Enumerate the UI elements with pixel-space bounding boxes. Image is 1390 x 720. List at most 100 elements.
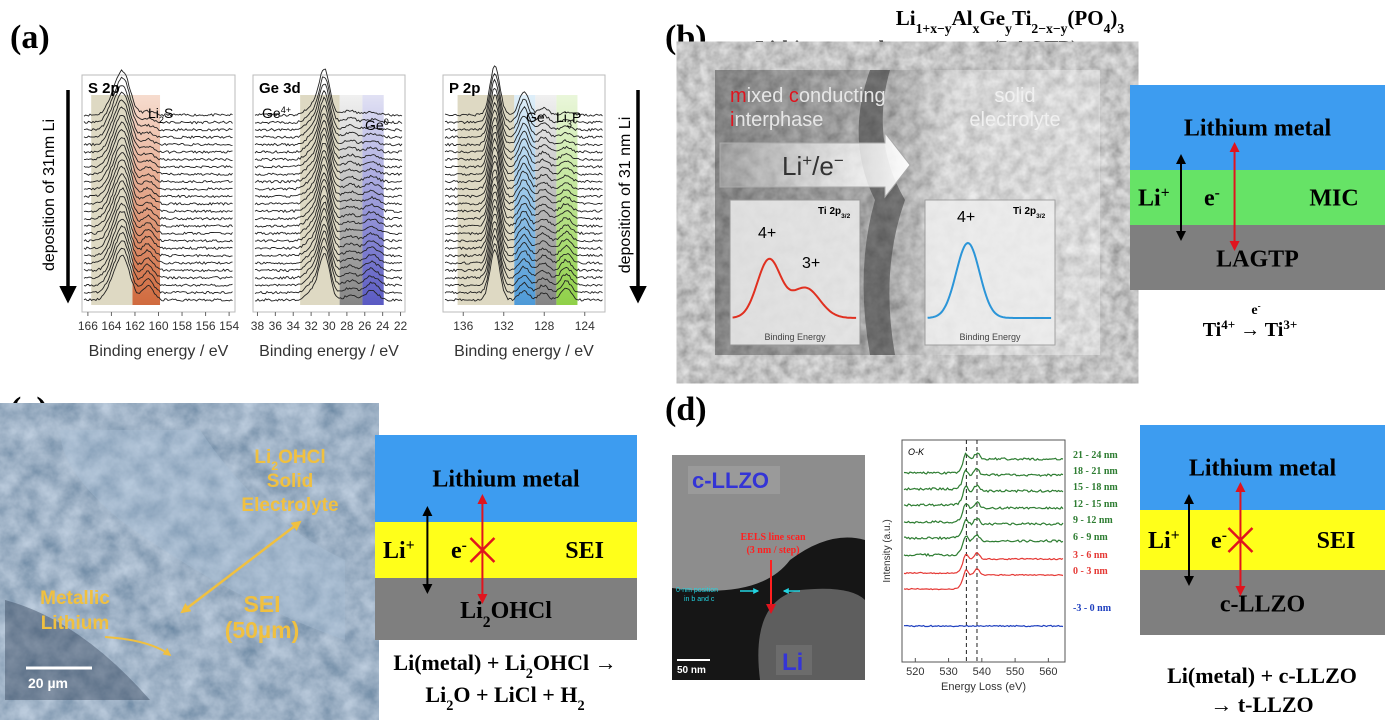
x-tick-label: 32 <box>304 319 318 333</box>
image-text: interphase <box>730 109 823 131</box>
text-part: - <box>1258 301 1261 311</box>
x-axis-label: Binding energy / eV <box>454 343 594 360</box>
legend-label: 3 - 6 nm <box>1073 550 1108 561</box>
text-part: Ti <box>1203 319 1222 341</box>
image-text: (3 nm / step) <box>746 545 799 556</box>
text-part: Li(metal) + Li <box>393 650 525 675</box>
equation: Li(metal) + Li2OHCl → <box>393 650 616 682</box>
text-part: e <box>451 538 462 564</box>
arrow-label: deposition of 31 nm Li <box>617 117 634 274</box>
text-part: 2 <box>483 614 491 631</box>
formula: Li1+x−yAlxGeyTi2−x−y(PO4)3 <box>896 6 1125 36</box>
text-part: Al <box>952 6 973 30</box>
image-text: 0-nm position <box>676 587 718 594</box>
image-text: c-LLZO <box>692 468 769 493</box>
plot-title: Ge 3d <box>259 80 301 97</box>
equation: Li2O + LiCl + H2 <box>425 682 584 714</box>
inset <box>730 200 860 345</box>
x-tick-label: 136 <box>453 319 473 333</box>
x-tick-label: 158 <box>172 319 192 333</box>
x-tick-label: 540 <box>973 666 991 678</box>
legend-label: 9 - 12 nm <box>1073 515 1113 526</box>
x-tick-label: 28 <box>340 319 354 333</box>
peak-band <box>535 95 556 305</box>
image-text: Metallic <box>40 588 110 609</box>
eels-spectrum <box>904 625 1063 626</box>
text-part: Li <box>556 109 567 125</box>
text-part: /e <box>812 151 834 181</box>
text-part: S <box>164 105 173 121</box>
plot-title: O-K <box>908 447 925 457</box>
x-tick-label: 550 <box>1006 666 1024 678</box>
text-part: O + LiCl + H <box>453 682 577 707</box>
x-tick-label: 132 <box>494 319 514 333</box>
equation: Li(metal) + c-LLZO <box>1167 663 1357 688</box>
text-part: Li <box>1148 528 1171 554</box>
x-tick-label: 560 <box>1039 666 1057 678</box>
layer-label: SEI <box>565 538 604 564</box>
image-text: Solid <box>267 471 313 492</box>
text-part: Li <box>148 105 159 121</box>
text-part: + <box>406 537 415 554</box>
x-tick-label: 24 <box>376 319 390 333</box>
eels-spectrum <box>904 485 1063 506</box>
text-part: P <box>572 109 581 125</box>
text-part: Li <box>383 538 406 564</box>
text-part: OHCl <box>491 598 553 624</box>
plot-title: S 2p <box>88 80 120 97</box>
legend-label: 0 - 3 nm <box>1073 566 1108 577</box>
image-text: electrolyte <box>969 109 1060 131</box>
panel-label: (b) <box>665 19 707 56</box>
x-tick-label: 22 <box>394 319 408 333</box>
x-tick-label: 160 <box>148 319 168 333</box>
text-part: ) <box>1110 6 1117 30</box>
inset <box>925 200 1055 345</box>
text-part: 3 <box>1117 21 1124 36</box>
x-tick-label: 38 <box>251 319 265 333</box>
x-tick-label: 26 <box>358 319 372 333</box>
layer-label: Lithium metal <box>432 467 580 493</box>
text-part: 4+ <box>281 105 291 115</box>
text-part: Li <box>782 151 802 181</box>
layer-label: SEI <box>1317 528 1356 554</box>
x-axis-label: Energy Loss (eV) <box>941 681 1026 693</box>
text-part: Ge <box>365 117 384 133</box>
x-tick-label: 530 <box>939 666 957 678</box>
inset-axis-label: Binding Energy <box>959 332 1021 342</box>
x-axis-label: Binding energy / eV <box>259 343 399 360</box>
eels-spectrum <box>904 553 1063 574</box>
eels-spectrum <box>904 453 1063 474</box>
text-part: - <box>1222 527 1227 544</box>
equation: → t-LLZO <box>1210 692 1313 717</box>
image-text: in b and c <box>684 596 715 603</box>
eels-spectrum <box>904 569 1063 590</box>
image-text: SEI <box>243 591 280 617</box>
text-part: Ti <box>1012 6 1032 30</box>
peak-label: 4+ <box>758 225 776 242</box>
image-text: Electrolyte <box>241 495 338 516</box>
x-tick-label: 30 <box>322 319 336 333</box>
text-part: Ge <box>262 105 281 121</box>
layer-label: MIC <box>1309 186 1358 212</box>
x-tick-label: 128 <box>534 319 554 333</box>
text-part: + <box>1171 527 1180 544</box>
text-part: + <box>802 151 812 170</box>
figure: (a)deposition of 31nm Lideposition of 31… <box>0 0 1390 720</box>
text-part: 3+ <box>1283 317 1297 332</box>
text-part: Li <box>460 598 483 624</box>
text-part: Li <box>896 6 916 30</box>
x-tick-label: 34 <box>287 319 301 333</box>
x-tick-label: 154 <box>219 319 239 333</box>
formula-abbr: (LAGTP) <box>992 36 1078 60</box>
legend-label: 15 - 18 nm <box>1073 482 1118 493</box>
text-part: 3/2 <box>1036 213 1045 220</box>
arrow-label: deposition of 31nm Li <box>41 119 58 271</box>
x-tick-label: 162 <box>125 319 145 333</box>
text-part: Ti 2p <box>818 206 841 217</box>
text-part: 2 <box>577 698 584 714</box>
text-part: Ge <box>526 109 545 125</box>
text-part: + <box>1161 184 1170 201</box>
text-part: e <box>1204 186 1215 212</box>
text-part: Ti 2p <box>1013 206 1036 217</box>
peak-label: 4+ <box>957 209 975 226</box>
